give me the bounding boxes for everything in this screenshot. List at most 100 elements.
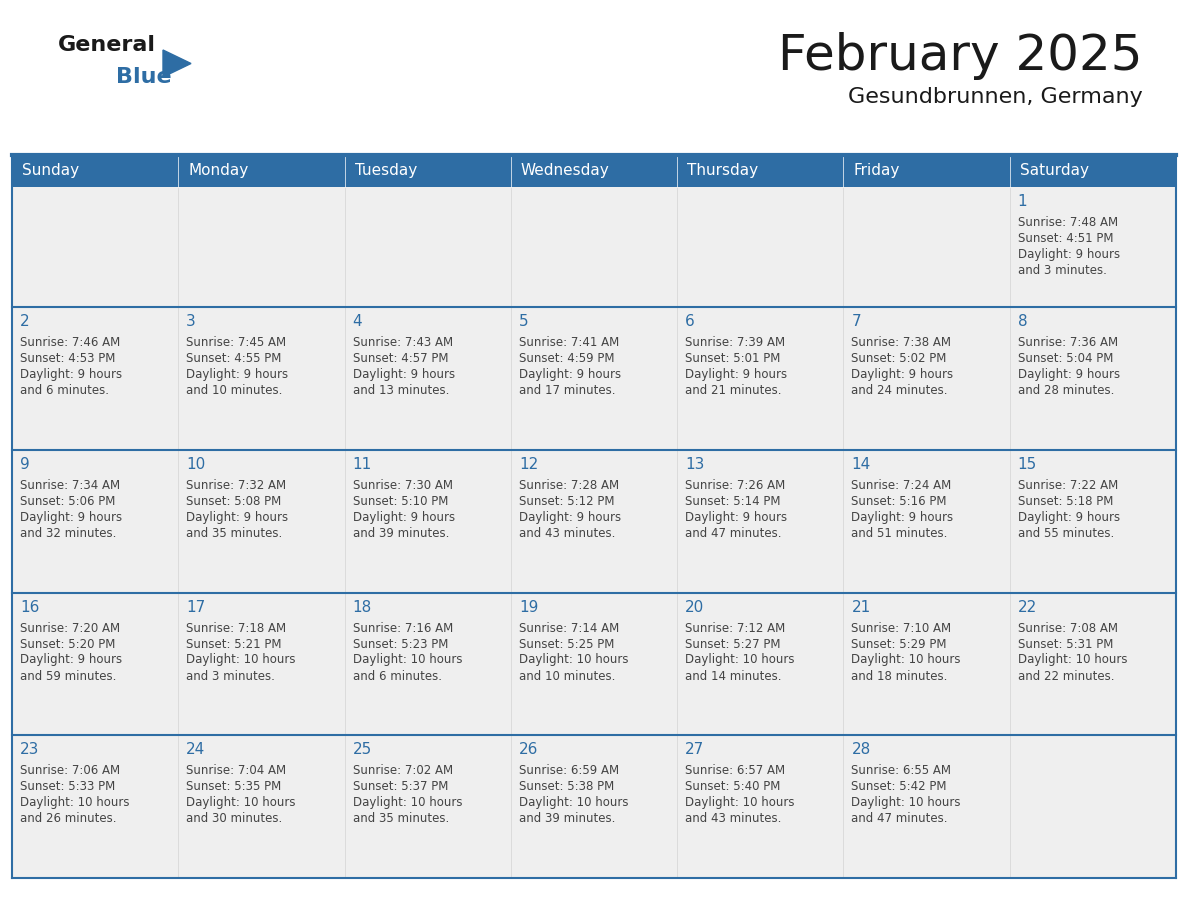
Bar [843, 735, 1010, 878]
Text: Sunrise: 7:22 AM: Sunrise: 7:22 AM [1018, 479, 1118, 492]
Text: 2: 2 [20, 314, 30, 329]
Text: Sunset: 5:06 PM: Sunset: 5:06 PM [20, 495, 115, 508]
Bar [12, 155, 1176, 187]
Text: Daylight: 10 hours: Daylight: 10 hours [519, 796, 628, 810]
Text: and 22 minutes.: and 22 minutes. [1018, 669, 1114, 682]
Bar [511, 592, 677, 735]
Text: Daylight: 10 hours: Daylight: 10 hours [20, 796, 129, 810]
Text: Sunset: 5:42 PM: Sunset: 5:42 PM [852, 780, 947, 793]
Bar [1010, 450, 1176, 592]
Text: and 10 minutes.: and 10 minutes. [519, 669, 615, 682]
Bar [178, 592, 345, 735]
Bar [12, 307, 178, 450]
Text: and 43 minutes.: and 43 minutes. [685, 812, 782, 825]
Text: Friday: Friday [853, 163, 899, 178]
Text: 5: 5 [519, 314, 529, 329]
Text: Daylight: 9 hours: Daylight: 9 hours [20, 368, 122, 381]
Text: 7: 7 [852, 314, 861, 329]
Text: Sunrise: 6:57 AM: Sunrise: 6:57 AM [685, 765, 785, 778]
Text: Sunrise: 7:38 AM: Sunrise: 7:38 AM [852, 336, 952, 349]
Bar [178, 735, 345, 878]
Text: Daylight: 9 hours: Daylight: 9 hours [519, 368, 621, 381]
Text: Sunrise: 7:12 AM: Sunrise: 7:12 AM [685, 621, 785, 634]
Text: Sunset: 5:33 PM: Sunset: 5:33 PM [20, 780, 115, 793]
Text: and 47 minutes.: and 47 minutes. [852, 812, 948, 825]
Text: 15: 15 [1018, 457, 1037, 472]
Bar [345, 450, 511, 592]
Text: and 3 minutes.: and 3 minutes. [187, 669, 276, 682]
Text: Daylight: 9 hours: Daylight: 9 hours [353, 510, 455, 524]
Text: Daylight: 9 hours: Daylight: 9 hours [852, 510, 954, 524]
Text: 10: 10 [187, 457, 206, 472]
Text: Sunset: 5:23 PM: Sunset: 5:23 PM [353, 637, 448, 651]
Text: 25: 25 [353, 743, 372, 757]
Text: 4: 4 [353, 314, 362, 329]
Text: Sunrise: 7:30 AM: Sunrise: 7:30 AM [353, 479, 453, 492]
Text: 3: 3 [187, 314, 196, 329]
Text: Sunrise: 6:59 AM: Sunrise: 6:59 AM [519, 765, 619, 778]
Text: Sunday: Sunday [23, 163, 80, 178]
Text: 26: 26 [519, 743, 538, 757]
Text: Sunrise: 7:46 AM: Sunrise: 7:46 AM [20, 336, 120, 349]
Text: and 35 minutes.: and 35 minutes. [187, 527, 283, 540]
Text: Daylight: 10 hours: Daylight: 10 hours [685, 796, 795, 810]
Text: 16: 16 [20, 599, 39, 614]
Text: Sunrise: 7:45 AM: Sunrise: 7:45 AM [187, 336, 286, 349]
Bar [1010, 592, 1176, 735]
Text: Sunset: 5:31 PM: Sunset: 5:31 PM [1018, 637, 1113, 651]
Bar [511, 307, 677, 450]
Bar [843, 592, 1010, 735]
Text: 12: 12 [519, 457, 538, 472]
Text: 19: 19 [519, 599, 538, 614]
Text: Sunrise: 7:48 AM: Sunrise: 7:48 AM [1018, 216, 1118, 229]
Text: Sunset: 4:57 PM: Sunset: 4:57 PM [353, 352, 448, 365]
Text: Blue: Blue [116, 67, 171, 87]
Text: Sunrise: 7:16 AM: Sunrise: 7:16 AM [353, 621, 453, 634]
Text: Sunset: 5:12 PM: Sunset: 5:12 PM [519, 495, 614, 508]
Text: Sunrise: 7:39 AM: Sunrise: 7:39 AM [685, 336, 785, 349]
Bar [345, 307, 511, 450]
Text: and 30 minutes.: and 30 minutes. [187, 812, 283, 825]
Text: Daylight: 10 hours: Daylight: 10 hours [187, 796, 296, 810]
Text: Sunrise: 7:26 AM: Sunrise: 7:26 AM [685, 479, 785, 492]
Text: 13: 13 [685, 457, 704, 472]
Text: and 26 minutes.: and 26 minutes. [20, 812, 116, 825]
Text: Sunset: 5:10 PM: Sunset: 5:10 PM [353, 495, 448, 508]
Bar [12, 187, 178, 307]
Text: Sunset: 5:37 PM: Sunset: 5:37 PM [353, 780, 448, 793]
Text: Thursday: Thursday [687, 163, 758, 178]
Text: 1: 1 [1018, 194, 1028, 209]
Text: Daylight: 9 hours: Daylight: 9 hours [685, 510, 788, 524]
Text: and 28 minutes.: and 28 minutes. [1018, 384, 1114, 397]
Bar [511, 735, 677, 878]
Bar [12, 592, 178, 735]
Bar [677, 307, 843, 450]
Text: and 13 minutes.: and 13 minutes. [353, 384, 449, 397]
Text: Daylight: 9 hours: Daylight: 9 hours [685, 368, 788, 381]
Bar [843, 307, 1010, 450]
Text: Sunset: 5:20 PM: Sunset: 5:20 PM [20, 637, 115, 651]
Text: Sunrise: 7:06 AM: Sunrise: 7:06 AM [20, 765, 120, 778]
Text: 18: 18 [353, 599, 372, 614]
Text: 24: 24 [187, 743, 206, 757]
Text: Daylight: 10 hours: Daylight: 10 hours [852, 796, 961, 810]
Text: and 14 minutes.: and 14 minutes. [685, 669, 782, 682]
Text: Sunset: 5:08 PM: Sunset: 5:08 PM [187, 495, 282, 508]
Text: and 24 minutes.: and 24 minutes. [852, 384, 948, 397]
Text: Sunset: 5:35 PM: Sunset: 5:35 PM [187, 780, 282, 793]
Text: Daylight: 9 hours: Daylight: 9 hours [353, 368, 455, 381]
Text: Sunrise: 7:08 AM: Sunrise: 7:08 AM [1018, 621, 1118, 634]
Text: Sunset: 4:55 PM: Sunset: 4:55 PM [187, 352, 282, 365]
Text: Sunrise: 7:34 AM: Sunrise: 7:34 AM [20, 479, 120, 492]
Text: Sunset: 5:40 PM: Sunset: 5:40 PM [685, 780, 781, 793]
Text: Sunset: 5:16 PM: Sunset: 5:16 PM [852, 495, 947, 508]
Text: and 6 minutes.: and 6 minutes. [353, 669, 442, 682]
Text: 22: 22 [1018, 599, 1037, 614]
Bar [843, 187, 1010, 307]
Bar [345, 592, 511, 735]
Text: Wednesday: Wednesday [520, 163, 609, 178]
Bar [677, 592, 843, 735]
Text: 21: 21 [852, 599, 871, 614]
Text: 14: 14 [852, 457, 871, 472]
Text: Sunset: 5:02 PM: Sunset: 5:02 PM [852, 352, 947, 365]
